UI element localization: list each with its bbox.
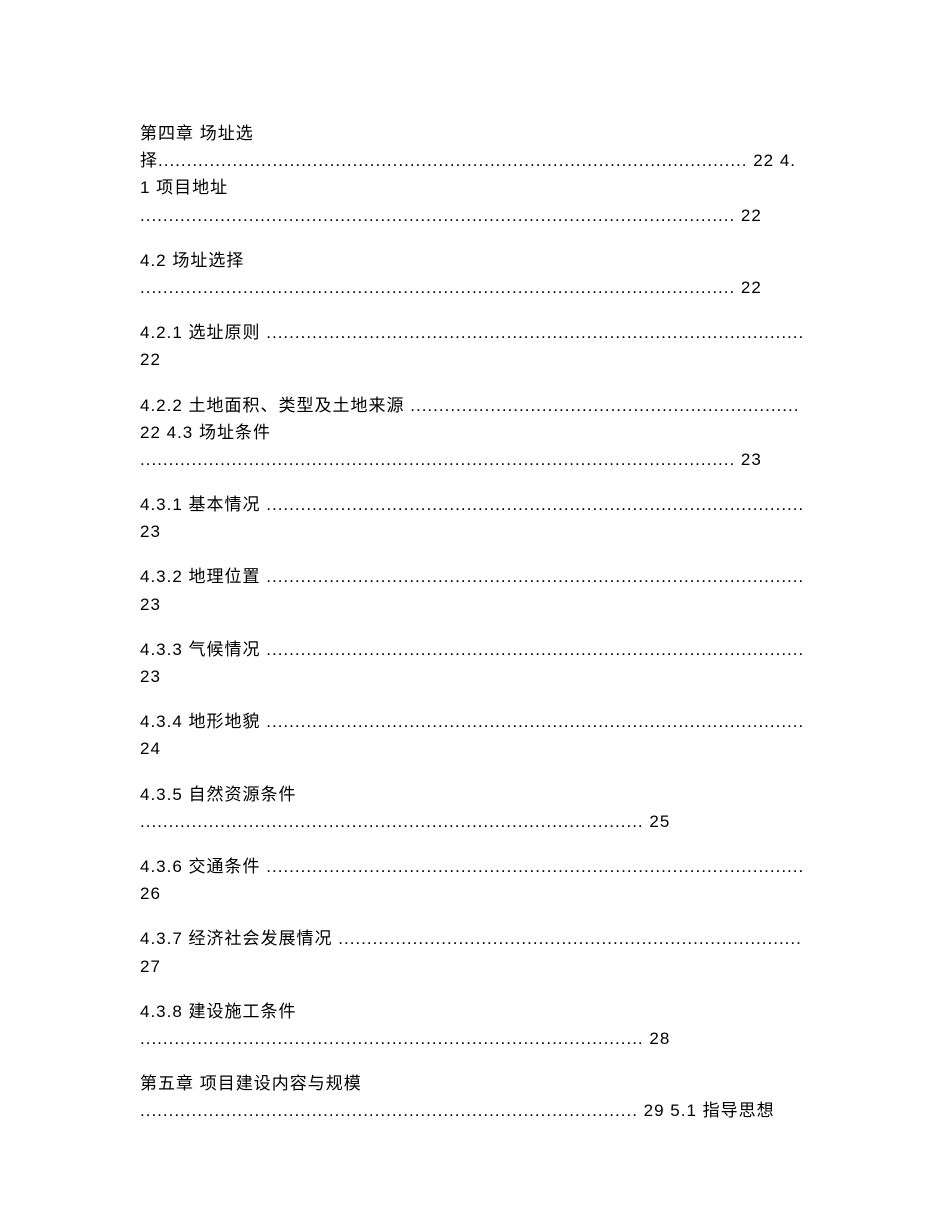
toc-entry: 4.3.1 基本情况 .............................… (140, 491, 805, 545)
table-of-contents: 第四章 场址选择................................… (140, 120, 805, 1124)
toc-entry: 4.2 场址选择 ...............................… (140, 247, 805, 301)
toc-entry: 4.3.6 交通条件 .............................… (140, 853, 805, 907)
toc-entry: 4.3.3 气候情况 .............................… (140, 636, 805, 690)
toc-entry: 4.3.4 地形地貌 .............................… (140, 708, 805, 762)
toc-entry: 4.2.2 土地面积、类型及土地来源 .....................… (140, 392, 805, 474)
toc-entry: 4.3.7 经济社会发展情况 .........................… (140, 925, 805, 979)
toc-entry: 4.3.5 自然资源条件 ...........................… (140, 781, 805, 835)
toc-entry: 第五章 项目建设内容与规模 ..........................… (140, 1070, 805, 1124)
toc-entry: 4.2.1 选址原则 .............................… (140, 319, 805, 373)
toc-entry: 4.3.8 建设施工条件 ...........................… (140, 998, 805, 1052)
toc-entry: 4.3.2 地理位置 .............................… (140, 563, 805, 617)
toc-entry: 第四章 场址选择................................… (140, 120, 805, 229)
